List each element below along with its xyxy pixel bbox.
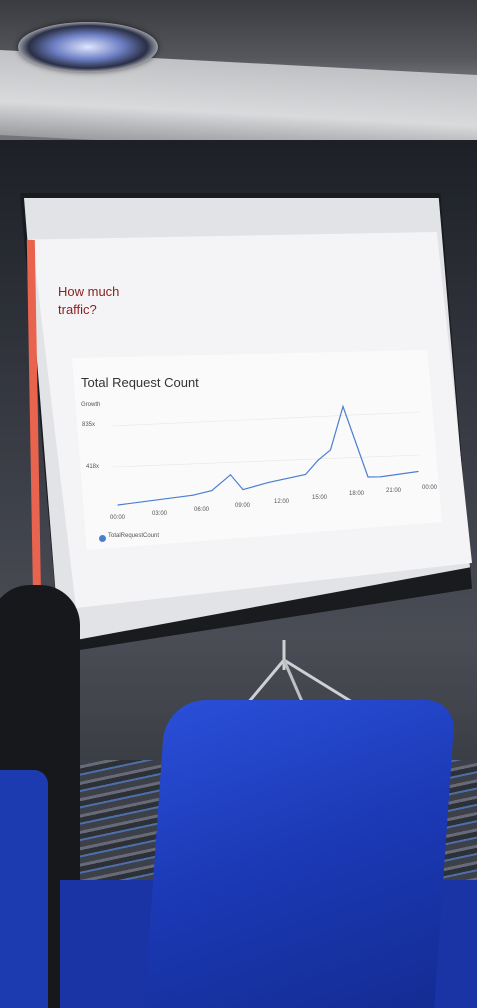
data-point	[211, 490, 213, 492]
ceiling-light	[18, 22, 158, 72]
chart-card	[72, 350, 442, 550]
x-tick-label: 00:00	[110, 515, 126, 521]
chart-title: Total Request Count	[81, 375, 199, 390]
data-point	[417, 470, 419, 473]
data-point	[367, 476, 369, 478]
legend-swatch	[99, 535, 106, 542]
data-point	[242, 489, 244, 491]
slide-title: How much traffic?	[58, 283, 138, 319]
slide-title-line2: traffic?	[58, 302, 97, 317]
x-tick-label: 06:00	[194, 507, 210, 513]
y-axis-label: Growth	[81, 402, 101, 408]
x-tick-label: 15:00	[312, 495, 328, 501]
slide-title-line1: How much	[58, 284, 120, 299]
data-point	[267, 482, 269, 484]
data-point	[304, 473, 307, 476]
data-point	[379, 476, 382, 478]
y-tick-label: 418x	[86, 464, 100, 470]
data-point	[329, 449, 332, 451]
x-tick-label: 09:00	[235, 503, 251, 509]
data-point	[192, 494, 194, 496]
data-point	[117, 504, 119, 506]
x-tick-label: 03:00	[152, 511, 168, 517]
x-tick-label: 18:00	[349, 491, 365, 497]
data-point	[229, 474, 232, 476]
legend-label: TotalRequestCount	[108, 533, 160, 539]
data-point	[317, 459, 319, 461]
x-tick-label: 21:00	[386, 488, 402, 494]
x-tick-label: 00:00	[422, 485, 438, 491]
gridline	[111, 411, 421, 427]
y-tick-label: 835x	[82, 422, 96, 428]
gridline	[111, 454, 421, 468]
data-point	[342, 405, 344, 408]
chair-left	[0, 770, 48, 1008]
series-line-totalrequestcount	[117, 404, 419, 506]
x-tick-label: 12:00	[274, 499, 290, 505]
chair-back	[144, 700, 456, 1008]
